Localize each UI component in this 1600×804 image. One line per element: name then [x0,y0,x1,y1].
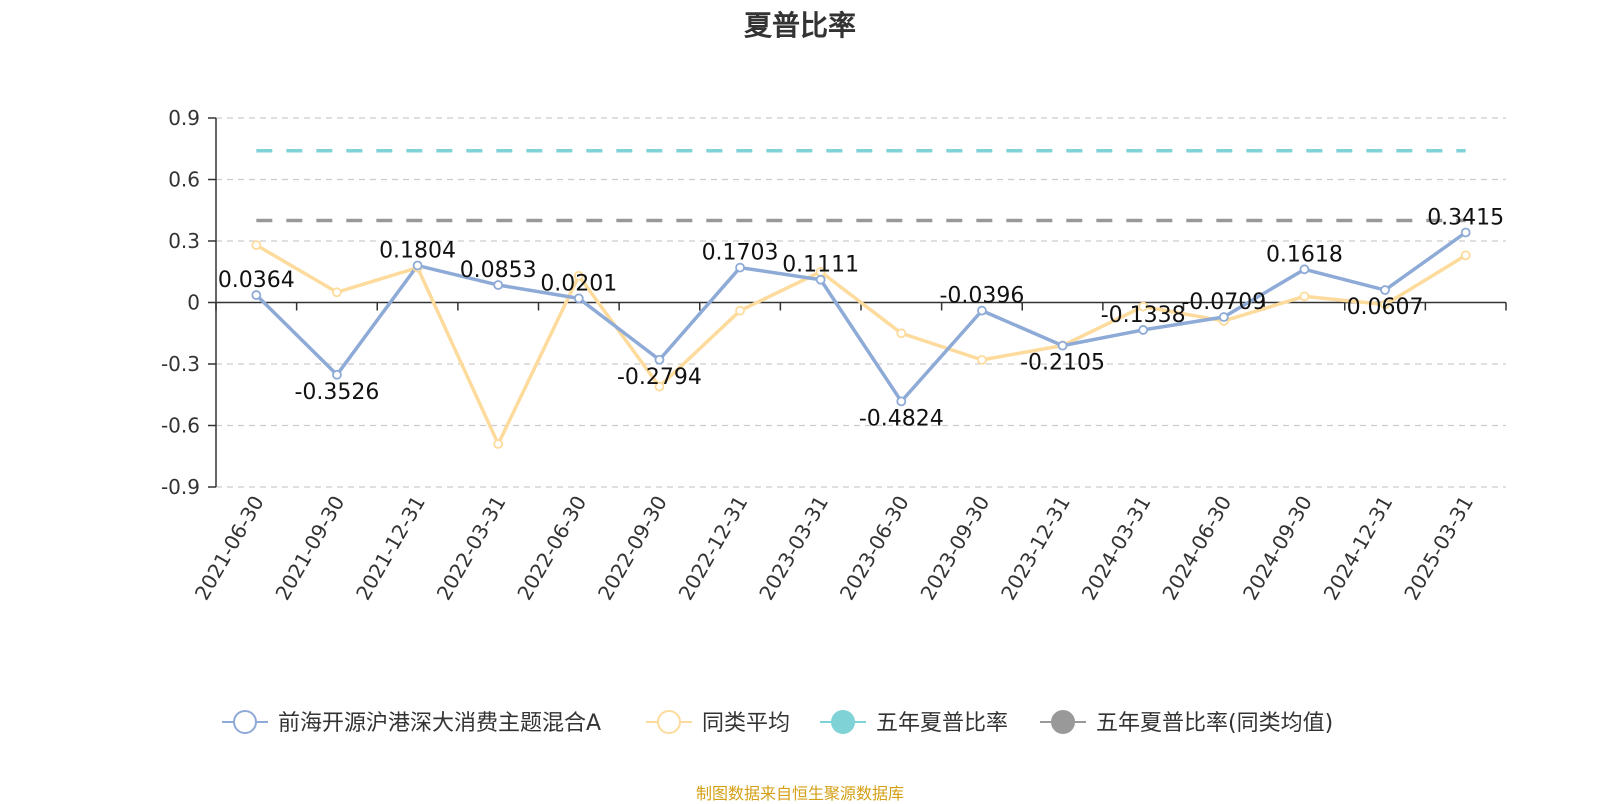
data-label: 0.3415 [1427,205,1504,230]
y-tick-label: 0.6 [168,168,200,192]
series-1-point [654,381,665,392]
series-1-point [1460,250,1471,261]
data-label: 0.1111 [782,253,859,278]
series-1-point [332,287,342,298]
data-label: -0.0709 [1181,290,1266,315]
y-tick-label: 0.3 [168,229,200,253]
x-tick-label: 2024-09-30 [1238,492,1317,605]
series-1-point [573,270,584,281]
data-label: -0.4824 [859,406,944,431]
x-tick-label: 2021-12-31 [351,492,430,605]
series-0-point [896,396,907,407]
y-tick-label: -0.9 [161,475,200,499]
x-tick-label: 2024-03-31 [1077,492,1156,605]
x-tick-label: 2022-03-31 [432,492,511,605]
legend-swatch-marker [1051,710,1075,734]
series-1-line [255,243,1467,446]
legend-label: 前海开源沪港深大消费主题混合A [278,711,601,736]
series-0-point [815,274,826,285]
data-label: 0.0607 [1347,295,1424,320]
y-tick-label: 0 [187,291,200,315]
series-0-line [255,231,1467,404]
series-0-point [735,262,745,273]
series-0-point [1057,340,1068,351]
legend-swatch-marker [233,710,257,734]
data-label: 0.0364 [218,268,295,293]
x-tick-label: 2023-09-30 [915,492,994,605]
series-0-point [493,280,504,290]
x-tick-label: 2024-12-31 [1318,492,1397,605]
x-tick-label: 2022-06-30 [512,492,591,605]
data-label: 0.0201 [540,271,617,296]
data-label: -0.0396 [939,284,1024,309]
x-tick-label: 2023-03-31 [754,492,833,605]
series-0-point [977,305,987,316]
data-label: -0.2794 [617,365,702,390]
data-label: -0.3526 [294,380,379,405]
series-0-point [251,290,262,300]
legend-label: 五年夏普比率 [876,711,1008,736]
x-tick-label: 2021-06-30 [190,492,269,605]
series-0-point [412,260,423,271]
series-0-point [332,369,342,380]
legend-swatch-marker [657,710,681,734]
series-0-point [1299,264,1310,275]
x-tick-label: 2023-06-30 [835,492,914,605]
chart-title: 夏普比率 [743,9,856,42]
x-tick-label: 2022-09-30 [593,492,672,605]
series-1-point [493,439,504,449]
series-0-point [1460,227,1471,238]
y-tick-label: 0.9 [168,106,200,130]
series-0-point [1218,312,1229,322]
data-label: 0.0853 [460,258,537,283]
series-0-point [1138,325,1149,335]
data-label: -0.1338 [1101,303,1186,328]
series-1-point [251,240,262,251]
series-0-point [573,293,584,304]
series-1-point [896,328,907,339]
data-label: 0.1618 [1266,242,1343,267]
series-0-point [654,354,665,365]
x-tick-label: 2024-06-30 [1157,492,1236,605]
series-1-point [1380,299,1390,310]
series-1-point [1299,291,1310,302]
series-1-point [977,354,987,365]
data-label: -0.2105 [1020,351,1105,376]
source-note: 制图数据来自恒生聚源数据库 [695,784,904,803]
series-1-point [735,305,745,316]
x-tick-label: 2022-12-31 [673,492,752,605]
legend-label: 五年夏普比率(同类均值) [1096,711,1333,736]
data-label: 0.1804 [379,239,456,264]
x-tick-label: 2025-03-31 [1399,492,1478,605]
x-tick-label: 2021-09-30 [270,492,349,605]
series-0-point [1380,285,1390,295]
data-label: 0.1703 [702,241,779,266]
y-tick-label: -0.6 [161,414,200,438]
legend-swatch-marker [831,710,855,734]
y-tick-label: -0.3 [161,352,200,376]
legend-label: 同类平均 [702,711,790,736]
x-tick-label: 2023-12-31 [996,492,1075,605]
series-1-point [1138,301,1149,312]
